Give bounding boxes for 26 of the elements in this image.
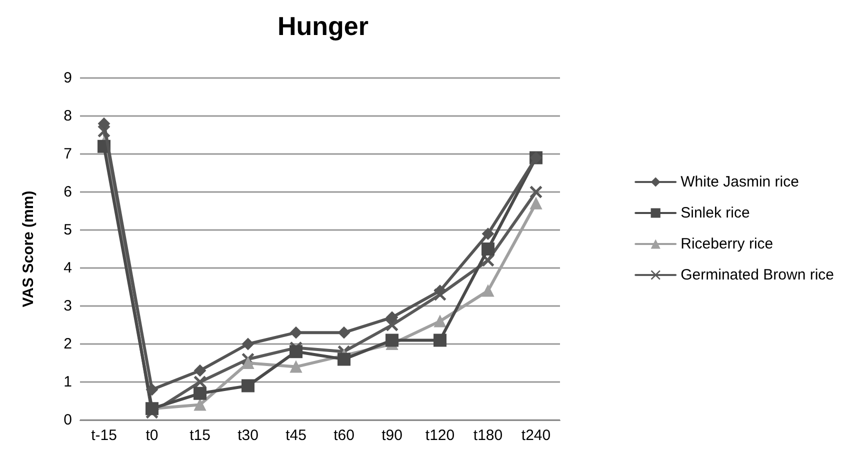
x-tick-label: t15: [190, 427, 210, 444]
y-tick-label: 2: [64, 336, 72, 352]
y-tick-label: 0: [64, 412, 72, 428]
x-tick-label: t30: [238, 427, 258, 444]
y-tick-label: 4: [64, 260, 72, 276]
legend-label: Sinlek rice: [680, 204, 750, 222]
x-tick-label: t-15: [91, 427, 117, 444]
x-tick-label: t60: [334, 427, 354, 444]
x-tick-label: t120: [425, 427, 455, 444]
y-tick-label: 3: [64, 298, 72, 314]
y-tick-label: 6: [64, 184, 72, 200]
x-tick-label: t45: [286, 427, 306, 444]
y-tick-label: 7: [64, 146, 72, 162]
y-tick-label: 5: [64, 222, 72, 238]
y-tick-label: 9: [64, 70, 72, 86]
x-tick-label: t240: [521, 427, 551, 444]
y-tick-label: 8: [64, 108, 72, 124]
x-tick-label: t0: [146, 427, 158, 444]
x-tick-label: t180: [473, 427, 503, 444]
y-tick-label: 1: [64, 374, 72, 390]
x-tick-label: t90: [382, 427, 402, 444]
y-axis-title: VAS Score (mm): [20, 190, 37, 308]
legend-label: Germinated Brown rice: [680, 266, 834, 284]
legend-label: White Jasmin rice: [680, 174, 799, 190]
legend-label: Riceberry rice: [680, 236, 774, 252]
chart-title: Hunger: [278, 11, 368, 41]
